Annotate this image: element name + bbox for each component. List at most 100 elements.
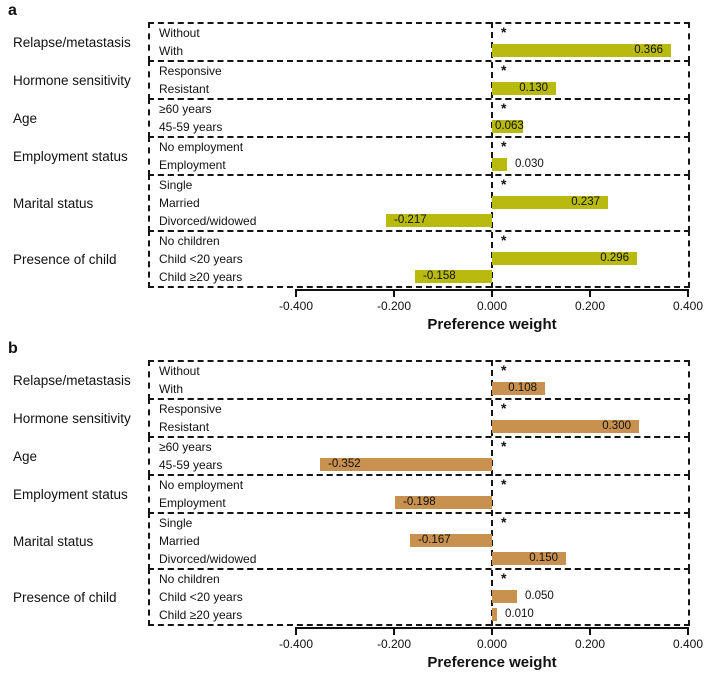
axis-tick-label: -0.400 — [278, 637, 314, 651]
attribute-group: Age ≥60 years * 45-59 years 0.063 — [0, 98, 708, 138]
bar-value-label: -0.352 — [328, 458, 361, 470]
axis-tick-label: -0.400 — [278, 299, 314, 313]
axis-title: Preference weight — [427, 316, 557, 333]
bar-value-label: -0.198 — [403, 496, 436, 508]
attribute-group: Hormone sensitivity Responsive * Resistant 0… — [0, 398, 708, 438]
x-axis: -0.400 -0.200 0.000 0.200 0.400 Preference we… — [0, 289, 708, 337]
chart-row: With 0.366 — [150, 42, 688, 60]
axis-tick — [687, 627, 689, 635]
bar-value-label: 0.296 — [600, 252, 629, 264]
bar — [395, 496, 492, 509]
chart-plot-area: Relapse/metastasis Without * With 0.366 Hormo… — [0, 22, 708, 288]
chart-row: Child <20 years 0.296 — [150, 250, 688, 268]
bar-value-label: 0.050 — [525, 590, 554, 602]
chart-row: Employment 0.030 — [150, 156, 688, 174]
bar-value-label: 0.130 — [519, 82, 548, 94]
chart-row: ≥60 years * — [150, 100, 688, 118]
row-label: Married — [159, 196, 200, 210]
bar — [410, 534, 492, 547]
bar — [492, 44, 671, 57]
chart-row: No employment * — [150, 476, 688, 494]
bar-value-label: 0.010 — [505, 608, 534, 620]
panel-letter: b — [8, 340, 18, 357]
attribute-group: Employment status No employment * Employmen… — [0, 136, 708, 176]
significance-asterisk: * — [501, 24, 507, 40]
category-label: Marital status — [13, 533, 94, 549]
group-box: ≥60 years * 45-59 years 0.063 — [148, 98, 690, 138]
bar — [386, 214, 492, 227]
axis-tick — [491, 289, 493, 297]
row-label: Responsive — [159, 402, 222, 416]
zero-axis-line — [491, 22, 493, 288]
row-label: 45-59 years — [159, 120, 223, 134]
row-label: With — [159, 44, 183, 58]
axis-tick — [687, 289, 689, 297]
bar — [492, 158, 507, 171]
bar — [492, 382, 545, 395]
row-label: Resistant — [159, 82, 210, 96]
category-label: Hormone sensitivity — [13, 410, 131, 426]
bar — [492, 590, 517, 603]
attribute-group: Hormone sensitivity Responsive * Resistant 0… — [0, 60, 708, 100]
axis-tick — [393, 289, 395, 297]
group-box: No employment * Employment 0.030 — [148, 136, 690, 176]
chart-plot-area: Relapse/metastasis Without * With 0.108 Hormo… — [0, 360, 708, 626]
significance-asterisk: * — [501, 570, 507, 586]
row-label: Employment — [159, 158, 226, 172]
axis-tick-label: 0.400 — [672, 299, 704, 313]
category-label: Age — [13, 448, 38, 464]
row-label: ≥60 years — [159, 440, 212, 454]
attribute-group: Age ≥60 years * 45-59 years -0.352 — [0, 436, 708, 476]
axis-tick — [589, 289, 591, 297]
chart-row: 45-59 years 0.063 — [150, 118, 688, 136]
chart-row: Divorced/widowed 0.150 — [150, 550, 688, 568]
axis-tick — [393, 627, 395, 635]
significance-asterisk: * — [501, 514, 507, 530]
chart-row: With 0.108 — [150, 380, 688, 398]
bar-value-label: -0.167 — [418, 534, 451, 546]
chart-row: ≥60 years * — [150, 438, 688, 456]
bar-value-label: -0.217 — [394, 214, 427, 226]
axis-tick — [295, 289, 297, 297]
chart-row: Without * — [150, 24, 688, 42]
significance-asterisk: * — [501, 100, 507, 116]
row-label: ≥60 years — [159, 102, 212, 116]
chart-row: Child ≥20 years -0.158 — [150, 268, 688, 286]
category-label: Presence of child — [13, 251, 117, 267]
panel-letter: a — [8, 2, 17, 19]
bar-value-label: -0.158 — [423, 270, 456, 282]
category-label: Relapse/metastasis — [13, 372, 131, 388]
significance-asterisk: * — [501, 362, 507, 378]
bar — [492, 196, 608, 209]
group-box: Without * With 0.366 — [148, 22, 690, 62]
category-label: Hormone sensitivity — [13, 72, 131, 88]
chart-row: No employment * — [150, 138, 688, 156]
row-label: Without — [159, 26, 200, 40]
significance-asterisk: * — [501, 62, 507, 78]
category-label: Presence of child — [13, 589, 117, 605]
group-box: Responsive * Resistant 0.300 — [148, 398, 690, 438]
row-label: Child ≥20 years — [159, 608, 243, 622]
axis-tick — [589, 627, 591, 635]
row-label: Without — [159, 364, 200, 378]
attribute-group: Relapse/metastasis Without * With 0.108 — [0, 360, 708, 400]
attribute-group: Relapse/metastasis Without * With 0.366 — [0, 22, 708, 62]
row-label: No employment — [159, 140, 244, 154]
row-label: No employment — [159, 478, 244, 492]
bar — [492, 420, 639, 433]
row-label: Divorced/widowed — [159, 552, 257, 566]
axis-tick-label: 0.000 — [476, 637, 508, 651]
chart-row: Resistant 0.130 — [150, 80, 688, 98]
chart-row: Married 0.237 — [150, 194, 688, 212]
row-label: Employment — [159, 496, 226, 510]
bar-value-label: 0.063 — [495, 120, 524, 132]
chart-row: Responsive * — [150, 62, 688, 80]
chart-row: Without * — [150, 362, 688, 380]
bar-value-label: 0.030 — [515, 158, 544, 170]
panel-a: a Relapse/metastasis Without * With 0.366 Horm… — [0, 3, 708, 337]
row-label: Responsive — [159, 64, 222, 78]
zero-axis-line — [491, 360, 493, 626]
bar — [492, 608, 497, 621]
significance-asterisk: * — [501, 476, 507, 492]
